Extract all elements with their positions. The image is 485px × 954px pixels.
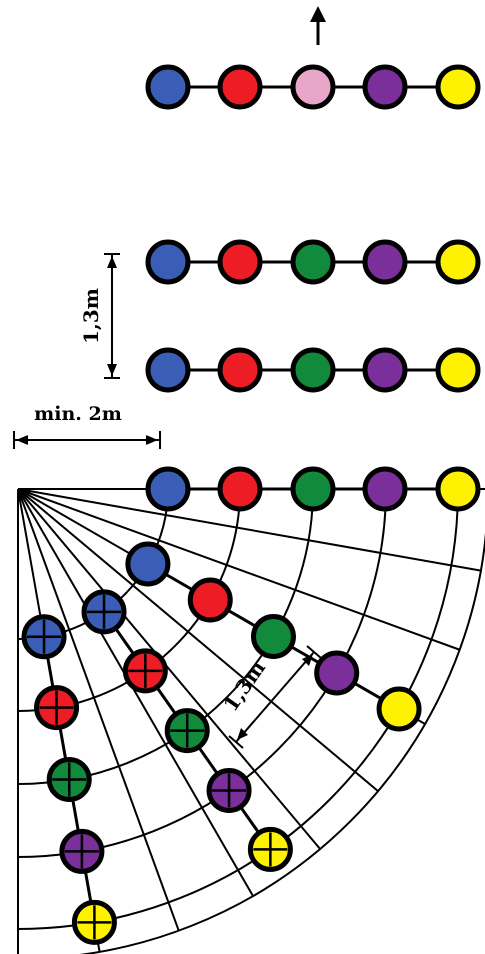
purple-circle <box>314 650 360 696</box>
arm-3-person-4 <box>59 828 105 874</box>
arm-1-person-5 <box>376 686 422 732</box>
blue-circle <box>145 64 191 110</box>
arm-3-person-5 <box>71 899 117 945</box>
min-distance-label: min. 2m <box>34 403 122 425</box>
yellow-circle <box>376 686 422 732</box>
blue-circle <box>145 347 191 393</box>
arm-2-person-2 <box>122 648 168 694</box>
purple-circle <box>362 347 408 393</box>
row-2-person-2 <box>217 239 263 285</box>
arm-3-person-1 <box>21 614 67 660</box>
diagonal-spacing-dimension <box>235 651 315 743</box>
row-2-person-3 <box>290 239 336 285</box>
pivot-row-person-5 <box>435 466 481 512</box>
row-3-person-4 <box>362 347 408 393</box>
purple-circle <box>362 466 408 512</box>
pivot-row-person-1 <box>145 466 191 512</box>
row-3-person-3 <box>290 347 336 393</box>
diagonal-spacing-tick-a <box>228 735 244 749</box>
red-circle <box>217 239 263 285</box>
purple-circle <box>362 64 408 110</box>
arm-3-person-3 <box>46 757 92 803</box>
yellow-circle <box>435 466 481 512</box>
moving-row-person-5 <box>435 64 481 110</box>
arm-1-person-2 <box>187 577 233 623</box>
blue-circle <box>145 239 191 285</box>
arm-2-person-3 <box>164 708 210 754</box>
blue-circle <box>145 466 191 512</box>
row-spacing-label: 1,3m <box>79 288 103 344</box>
diagonal-spacing-tick-b <box>306 645 322 659</box>
min-distance-arrow-left <box>16 435 28 445</box>
red-circle <box>217 347 263 393</box>
row-2-person-1 <box>145 239 191 285</box>
pink-circle <box>290 64 336 110</box>
row-2-person-4 <box>362 239 408 285</box>
row-3-person-2 <box>217 347 263 393</box>
arm-1-person-3 <box>250 614 296 659</box>
row-spacing-arrow-bottom <box>107 364 117 376</box>
fan-arc-5 <box>17 488 459 930</box>
arm-1-person-4 <box>314 650 360 696</box>
blue-circle <box>125 541 171 587</box>
row-3-person-5 <box>435 347 481 393</box>
green-circle <box>290 239 336 285</box>
diagonal-spacing-arrow-b <box>302 654 313 666</box>
red-circle <box>217 466 263 512</box>
row-spacing-arrow-top <box>107 256 117 268</box>
fan-radial-line <box>17 488 482 572</box>
up-arrow-head <box>310 6 326 22</box>
min-distance-arrow-right <box>146 435 158 445</box>
pivot-row-person-3 <box>290 466 336 512</box>
pivot-row-person-4 <box>362 466 408 512</box>
yellow-circle <box>435 64 481 110</box>
green-circle <box>250 614 296 659</box>
fan-radial-line <box>17 488 321 850</box>
diagonal-spacing-arrow-a <box>237 728 248 740</box>
green-circle <box>290 466 336 512</box>
fan-radial-line <box>17 488 379 792</box>
fan-radial-line <box>17 488 460 651</box>
arm-2-person-1 <box>81 589 127 635</box>
diagonal-spacing-label: 1,3m <box>218 656 270 716</box>
green-circle <box>290 347 336 393</box>
purple-circle <box>362 239 408 285</box>
moving-row-person-4 <box>362 64 408 110</box>
fan-radial-line <box>17 488 254 897</box>
pivot-row-person-2 <box>217 466 263 512</box>
moving-row-person-1 <box>145 64 191 110</box>
fan-arc-6 <box>78 531 485 954</box>
yellow-circle <box>435 239 481 285</box>
row-3-person-1 <box>145 347 191 393</box>
row-2-person-5 <box>435 239 481 285</box>
red-circle <box>217 64 263 110</box>
moving-row-person-3 <box>290 64 336 110</box>
arm-3-person-2 <box>34 685 80 731</box>
red-circle <box>187 577 233 623</box>
yellow-circle <box>435 347 481 393</box>
fan-radial-line <box>17 488 180 931</box>
arm-2-person-5 <box>247 826 293 872</box>
arm-1-person-1 <box>125 541 171 587</box>
arm-2-person-4 <box>206 767 252 813</box>
moving-row-person-2 <box>217 64 263 110</box>
